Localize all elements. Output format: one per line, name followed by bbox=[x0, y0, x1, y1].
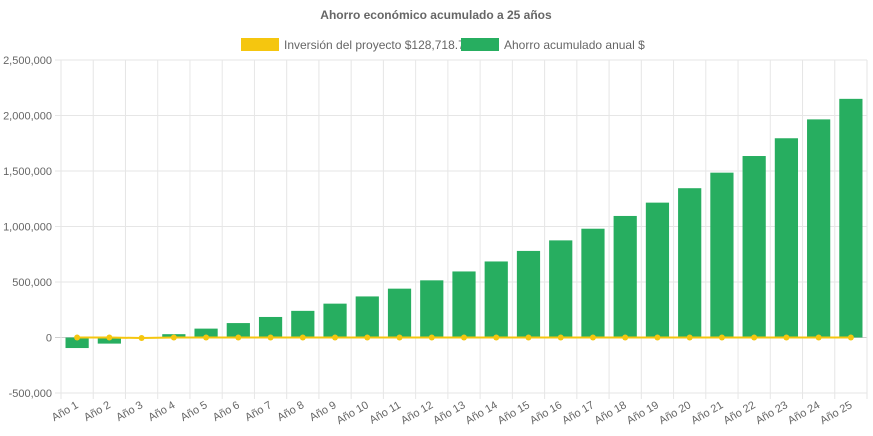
x-axis: Año 1 Año 2 Año 3 Año 4 Año 5 Año 6 Año 7 Año 8… bbox=[50, 399, 855, 427]
y-tick-label: 2,000,000 bbox=[3, 111, 52, 123]
line-point bbox=[622, 334, 629, 341]
bar bbox=[258, 316, 283, 338]
x-tick-label: Año 24 bbox=[786, 399, 822, 427]
legend-swatch-ahorro bbox=[461, 38, 499, 51]
y-axis: 2,500,000 2,000,000 1,500,000 1,000,000 500,… bbox=[3, 55, 52, 400]
line-point bbox=[589, 334, 596, 341]
line-point bbox=[396, 334, 403, 341]
bar bbox=[387, 288, 412, 338]
bar bbox=[291, 310, 315, 338]
line-point bbox=[461, 334, 467, 341]
line-point bbox=[138, 335, 145, 342]
bar bbox=[355, 296, 379, 338]
bar bbox=[194, 328, 218, 338]
bar bbox=[839, 98, 863, 338]
line-point bbox=[686, 334, 693, 341]
x-tick-label: Año 6 bbox=[211, 399, 242, 424]
line-point bbox=[847, 334, 854, 341]
line-point bbox=[203, 334, 210, 341]
legend-label-inversion: Inversión del proyecto $128,718.76 bbox=[284, 38, 472, 52]
line-point bbox=[74, 334, 81, 341]
line-point bbox=[815, 334, 822, 341]
y-tick-label: 500,000 bbox=[12, 277, 52, 289]
legend: Inversión del proyecto $128,718.76 Ahorr… bbox=[241, 38, 645, 52]
x-tick-label: Año 22 bbox=[721, 399, 757, 427]
line-point bbox=[267, 334, 274, 341]
legend-item-ahorro[interactable]: Ahorro acumulado anual $ bbox=[461, 38, 645, 52]
x-tick-label: Año 15 bbox=[496, 399, 532, 427]
line-point bbox=[106, 334, 113, 341]
x-tick-label: Año 19 bbox=[625, 399, 661, 427]
legend-label-ahorro: Ahorro acumulado anual $ bbox=[504, 38, 645, 52]
x-tick-label: Año 12 bbox=[399, 399, 435, 427]
x-tick-label: Año 9 bbox=[308, 399, 339, 424]
x-tick-label: Año 23 bbox=[754, 399, 790, 427]
bar bbox=[710, 172, 734, 338]
x-tick-label: Año 13 bbox=[431, 399, 467, 427]
legend-item-inversion[interactable]: Inversión del proyecto $128,718.76 bbox=[241, 38, 472, 52]
line-series bbox=[74, 334, 854, 342]
x-tick-label: Año 3 bbox=[114, 399, 145, 424]
chart-title: Ahorro económico acumulado a 25 años bbox=[320, 8, 552, 22]
line-point bbox=[235, 334, 242, 341]
bar bbox=[807, 119, 831, 338]
line-point bbox=[525, 334, 532, 341]
line-point bbox=[332, 334, 339, 341]
line-point bbox=[783, 334, 790, 341]
x-tick-label: Año 11 bbox=[368, 399, 403, 426]
bar bbox=[420, 280, 444, 338]
bar bbox=[581, 228, 605, 338]
bar bbox=[774, 138, 799, 338]
line-point bbox=[718, 334, 725, 341]
legend-swatch-inversion bbox=[241, 38, 279, 51]
bar bbox=[678, 188, 702, 338]
line-point bbox=[557, 334, 564, 341]
bars bbox=[65, 98, 863, 349]
line-point bbox=[364, 334, 371, 341]
y-tick-label: 1,500,000 bbox=[3, 166, 52, 178]
x-tick-label: Año 16 bbox=[528, 399, 564, 427]
bar bbox=[97, 337, 121, 344]
bar bbox=[549, 240, 573, 338]
bar bbox=[226, 323, 250, 338]
line-point bbox=[428, 334, 435, 341]
bar bbox=[613, 215, 637, 338]
y-tick-label: -500,000 bbox=[9, 388, 52, 400]
x-tick-label: Año 14 bbox=[464, 399, 500, 427]
bar bbox=[452, 271, 476, 338]
line-point bbox=[751, 334, 758, 341]
line-point bbox=[299, 334, 306, 341]
x-tick-label: Año 1 bbox=[50, 399, 81, 424]
x-tick-label: Año 21 bbox=[689, 399, 725, 427]
line-point bbox=[170, 334, 177, 341]
y-tick-label: 1,000,000 bbox=[3, 222, 52, 234]
x-tick-label: Año 25 bbox=[818, 399, 854, 427]
x-tick-label: Año 17 bbox=[560, 399, 596, 427]
x-tick-label: Año 10 bbox=[335, 399, 371, 427]
x-tick-label: Año 20 bbox=[657, 399, 693, 427]
line-point bbox=[654, 334, 661, 341]
bar bbox=[484, 261, 508, 338]
bar bbox=[645, 202, 670, 338]
x-tick-label: Año 7 bbox=[243, 399, 274, 424]
x-tick-label: Año 18 bbox=[592, 399, 628, 427]
line-point bbox=[493, 334, 500, 341]
bar bbox=[742, 156, 766, 338]
bar bbox=[65, 337, 89, 349]
bar bbox=[323, 303, 347, 338]
x-tick-label: Año 5 bbox=[179, 399, 210, 424]
x-tick-label: Año 8 bbox=[275, 399, 306, 424]
bar bbox=[516, 250, 541, 338]
x-tick-label: Año 4 bbox=[146, 399, 177, 424]
y-tick-label: 2,500,000 bbox=[3, 55, 52, 67]
y-tick-label: 0 bbox=[46, 333, 52, 345]
x-tick-label: Año 2 bbox=[82, 399, 113, 424]
